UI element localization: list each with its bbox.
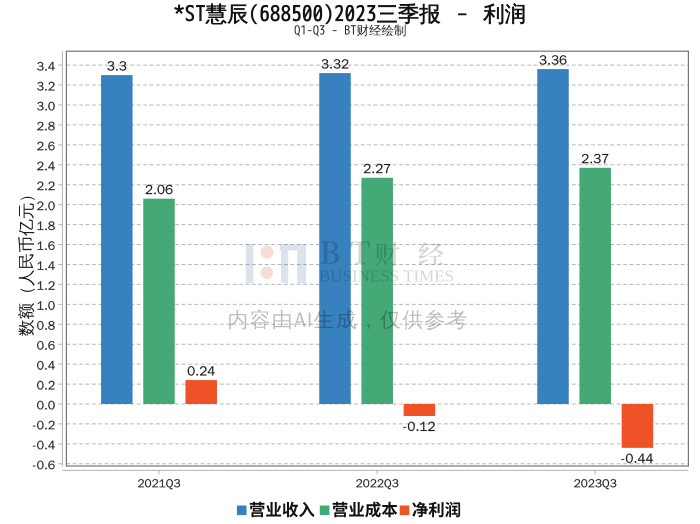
svg-text:BUSINESS TIMES: BUSINESS TIMES xyxy=(319,266,454,285)
